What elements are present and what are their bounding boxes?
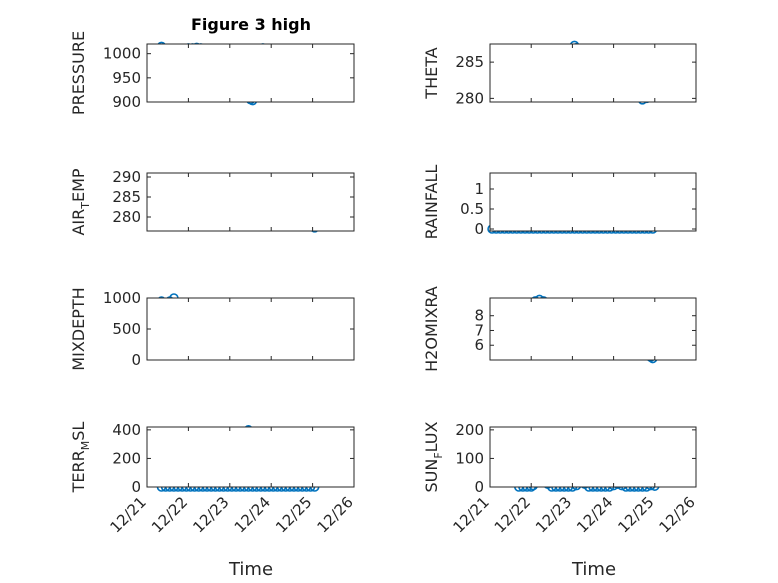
y-tick-label: 285	[112, 188, 141, 206]
x-tick-label: 12/23	[189, 493, 232, 536]
axes-frame	[489, 172, 697, 232]
axes-frame	[489, 43, 697, 103]
y-tick-label: 400	[112, 421, 141, 439]
y-tick-label: 500	[112, 320, 141, 338]
y-tick-label: 280	[112, 208, 141, 226]
y-tick-label: 0.5	[460, 200, 484, 218]
y-tick-label: 1	[474, 180, 484, 198]
x-tick-label: 12/25	[614, 493, 657, 536]
axes-frame	[146, 172, 355, 232]
y-tick-label: 6	[474, 336, 484, 354]
x-tick-label: 12/22	[148, 493, 191, 536]
y-tick-label: 290	[112, 168, 141, 186]
y-tick-label: 0	[474, 220, 484, 238]
y-tick-label: 1000	[103, 45, 141, 63]
y-tick-label: 8	[474, 307, 484, 325]
y-axis-label: RAINFALL	[422, 165, 441, 240]
axes-frame	[489, 297, 697, 361]
x-tick-label: 12/24	[573, 493, 616, 536]
subplot-4: 0 0.5 1 RAINFALL	[422, 165, 697, 240]
y-tick-label: 7	[474, 321, 484, 339]
subplot-3: 280 285 290 AIRTEMP	[69, 168, 355, 236]
y-tick-label: 0	[131, 351, 141, 369]
y-tick-label: 0	[474, 478, 484, 496]
x-tick-label: 12/22	[491, 493, 534, 536]
x-tick-label: 12/21	[450, 493, 493, 536]
subplot-2: 280 285 THETA	[422, 40, 697, 107]
y-tick-label: 100	[455, 449, 484, 467]
y-tick-label: 285	[455, 53, 484, 71]
x-tick-label: 12/23	[532, 493, 575, 536]
y-axis-label: AIRTEMP	[69, 168, 92, 235]
y-tick-label: 200	[455, 421, 484, 439]
x-tick-label: 12/25	[272, 493, 315, 536]
y-axis-label: MIXDEPTH	[69, 287, 88, 370]
x-tick-label: 12/26	[656, 493, 699, 536]
axes-frame	[146, 297, 355, 361]
y-axis-label: THETA	[422, 47, 441, 99]
x-axis-label-right: Time	[571, 559, 616, 580]
x-tick-label: 12/26	[314, 493, 357, 536]
subplot-5: 0 500 1000 MIXDEPTH	[69, 287, 355, 371]
y-tick-label: 280	[455, 89, 484, 107]
y-axis-label: TERRMSL	[69, 422, 92, 494]
y-tick-label: 200	[112, 449, 141, 467]
x-tick-label: 12/24	[231, 493, 274, 536]
x-tick-label: 12/21	[107, 493, 150, 536]
figure-title: Figure 3 high	[191, 15, 311, 34]
x-axis-label-left: Time	[228, 559, 273, 580]
axes-frame	[146, 426, 355, 488]
y-axis-label: PRESSURE	[69, 31, 88, 115]
y-tick-label: 950	[112, 69, 141, 87]
y-axis-label: SUNFLUX	[422, 421, 445, 492]
y-tick-label: 1000	[103, 289, 141, 307]
subplot-1: 900 950 1000 PRESSURE	[69, 31, 355, 115]
subplot-6: 678 H2OMIXRA	[422, 286, 697, 372]
y-tick-label: 900	[112, 93, 141, 111]
y-tick-label: 0	[131, 478, 141, 496]
axes-frame	[146, 43, 355, 103]
y-axis-label: H2OMIXRA	[422, 286, 441, 372]
axes-frame	[489, 426, 697, 488]
